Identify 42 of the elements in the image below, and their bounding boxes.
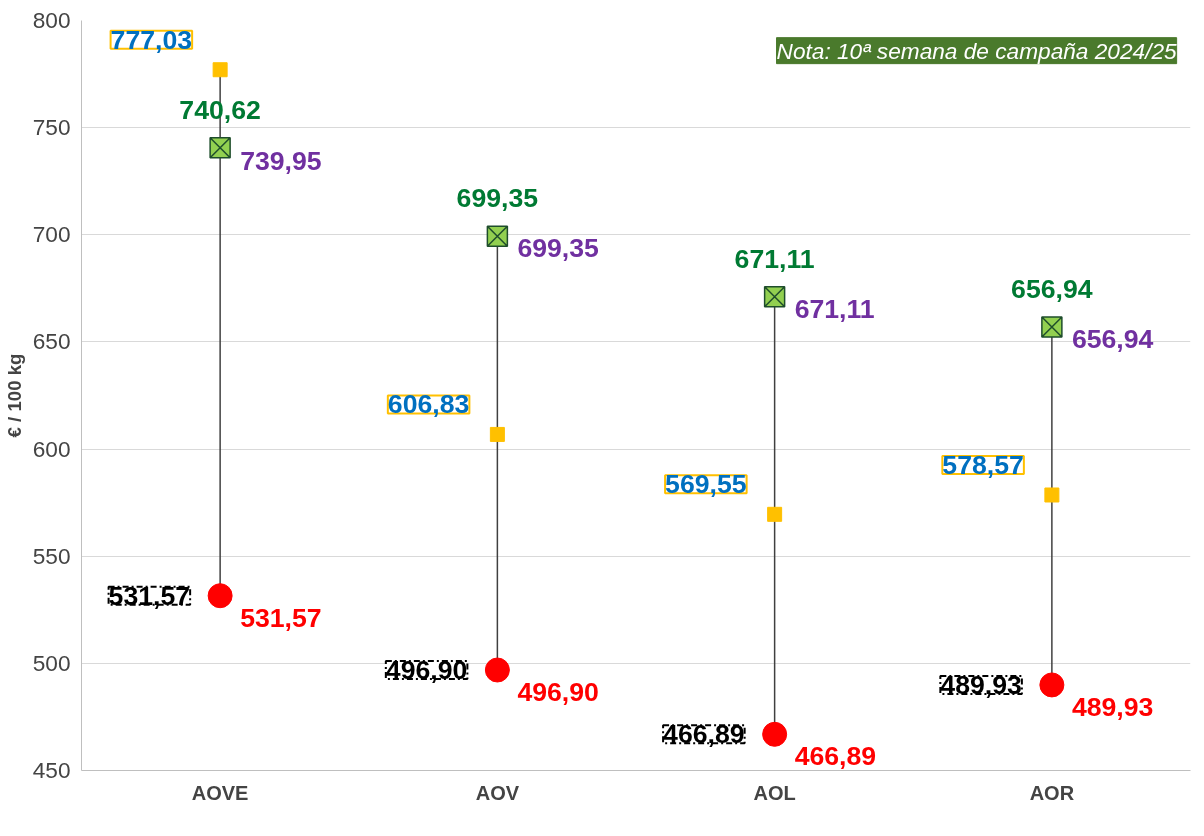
point [767, 506, 783, 522]
point [1039, 672, 1065, 698]
data-label: 699,35 [456, 183, 539, 214]
x-tick-label: AOV [475, 781, 520, 804]
annotation: 489,93 [940, 669, 1022, 700]
y-tick-label: 700 [32, 221, 71, 248]
point [484, 657, 510, 683]
y-tick-label: 750 [32, 114, 71, 141]
point [762, 721, 788, 747]
y-tick-label: 450 [32, 757, 71, 783]
annotation: 699,35 [517, 233, 600, 264]
data-label: 466,89 [794, 741, 877, 772]
x-tick-label: AOVE [191, 781, 249, 804]
annotation: 466,89 [663, 719, 745, 750]
point [212, 62, 228, 78]
x-tick-label: AOR [1029, 781, 1075, 804]
point [489, 426, 505, 442]
annotation: 496,90 [385, 655, 468, 685]
data-label: 496,90 [517, 677, 599, 707]
annotation: 671,11 [794, 293, 875, 324]
point [1044, 487, 1060, 503]
y-tick-label: 600 [32, 435, 71, 462]
annotation: 739,95 [240, 146, 322, 177]
y-axis-title: € / 100 kg [3, 353, 25, 438]
y-tick-label: 800 [32, 7, 71, 33]
annotation: 656,94 [1071, 324, 1154, 355]
annotation: 531,57 [108, 580, 191, 611]
data-label: 569,55 [665, 469, 747, 500]
data-label: 656,94 [1011, 274, 1093, 305]
data-label: 531,57 [240, 602, 322, 633]
y-tick-label: 650 [32, 328, 71, 355]
annotation: Nota: 10ª semana de campaña 2024/25 [776, 37, 1178, 64]
y-tick-label: 550 [32, 542, 71, 569]
data-label: 489,93 [1071, 691, 1154, 722]
point [209, 136, 231, 159]
data-label: 578,57 [942, 449, 1024, 480]
data-label: 671,11 [734, 243, 815, 274]
x-tick-label: AOL [753, 781, 796, 804]
point [1041, 316, 1063, 338]
point [207, 583, 233, 609]
point [486, 225, 509, 247]
y-tick-label: 500 [32, 649, 71, 676]
